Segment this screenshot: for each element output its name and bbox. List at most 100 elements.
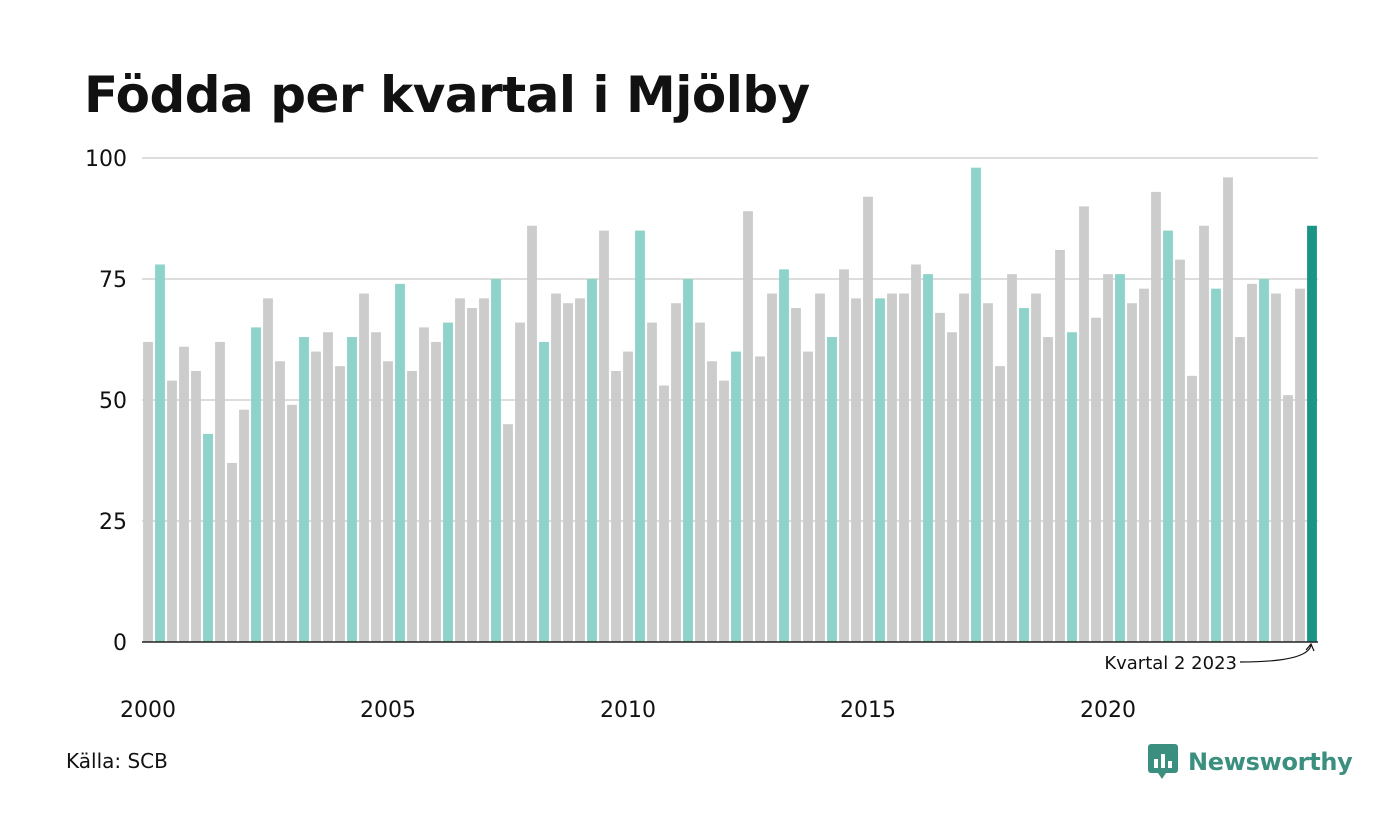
bar	[671, 303, 681, 642]
annotation-label: Kvartal 2 2023	[1104, 653, 1237, 674]
bar	[719, 380, 729, 642]
bar	[1187, 375, 1197, 642]
bar	[779, 269, 789, 642]
bar	[251, 327, 261, 642]
bar	[575, 298, 585, 642]
bars	[143, 167, 1317, 643]
bar	[167, 380, 177, 642]
bar	[1007, 274, 1017, 642]
bar	[983, 303, 993, 642]
bar	[395, 283, 405, 642]
bar	[431, 341, 441, 642]
x-tick-label: 2005	[360, 698, 416, 723]
bar	[923, 274, 933, 642]
bar	[143, 341, 153, 642]
bar	[359, 293, 369, 642]
bar	[827, 337, 837, 642]
bar	[791, 308, 801, 642]
bar	[911, 264, 921, 642]
bar	[179, 346, 189, 642]
bar	[1259, 279, 1269, 642]
bar	[515, 322, 525, 642]
bar	[1307, 225, 1317, 642]
bar	[563, 303, 573, 642]
bar	[1235, 337, 1245, 642]
bar	[659, 385, 669, 642]
y-tick-label: 100	[85, 147, 127, 172]
bar	[335, 366, 345, 642]
annotation-arrowhead	[1305, 642, 1315, 652]
bar	[635, 230, 645, 642]
bar	[1211, 288, 1221, 642]
bar	[1175, 259, 1185, 642]
bar	[1091, 317, 1101, 642]
bar	[851, 298, 861, 642]
logo-icon	[1148, 744, 1178, 779]
bar	[1199, 225, 1209, 642]
bar	[1127, 303, 1137, 642]
bar	[959, 293, 969, 642]
annotation: Kvartal 2 2023	[1104, 642, 1315, 674]
bar	[155, 264, 165, 642]
bar	[899, 293, 909, 642]
y-tick-label: 25	[99, 510, 127, 535]
bar	[419, 327, 429, 642]
bar	[839, 269, 849, 642]
bar	[1163, 230, 1173, 642]
bar	[287, 404, 297, 642]
bar	[239, 409, 249, 642]
bar	[1223, 177, 1233, 643]
bar	[1067, 332, 1077, 642]
logo-text: Newsworthy	[1188, 748, 1353, 776]
bar	[995, 366, 1005, 642]
bar	[467, 308, 477, 642]
bar	[1019, 308, 1029, 642]
bar	[1139, 288, 1149, 642]
bar	[695, 322, 705, 642]
bar	[275, 361, 285, 642]
bar	[503, 424, 513, 642]
bar	[407, 370, 417, 642]
bar	[371, 332, 381, 642]
bar	[743, 211, 753, 643]
bar	[587, 279, 597, 642]
x-tick-label: 2000	[120, 698, 176, 723]
chart-title: Födda per kvartal i Mjölby	[84, 66, 810, 124]
bar	[1295, 288, 1305, 642]
bar	[623, 351, 633, 642]
bar	[347, 337, 357, 642]
bar	[803, 351, 813, 642]
bar	[1115, 274, 1125, 642]
bar	[971, 167, 981, 642]
bar	[383, 361, 393, 642]
bar	[731, 351, 741, 642]
bar	[479, 298, 489, 642]
bar	[263, 298, 273, 642]
bar	[1151, 191, 1161, 642]
bar	[647, 322, 657, 642]
bar	[611, 370, 621, 642]
bar	[1031, 293, 1041, 642]
bar	[767, 293, 777, 642]
y-tick-label: 50	[99, 389, 127, 414]
y-tick-label: 0	[113, 631, 127, 656]
bar	[815, 293, 825, 642]
bar	[227, 462, 237, 642]
x-tick-label: 2010	[600, 698, 656, 723]
bar	[443, 322, 453, 642]
bar	[491, 279, 501, 642]
bar	[215, 341, 225, 642]
bar	[887, 293, 897, 642]
x-tick-label: 2020	[1080, 698, 1136, 723]
bar	[191, 370, 201, 642]
bar	[1055, 249, 1065, 642]
y-axis-ticks: 0 25 50 75 100	[85, 147, 127, 656]
bar	[527, 225, 537, 642]
bar	[1247, 283, 1257, 642]
newsworthy-logo: Newsworthy	[1148, 744, 1353, 780]
bar	[599, 230, 609, 642]
annotation-arrow	[1239, 644, 1312, 663]
bar	[1043, 337, 1053, 642]
source-label: Källa: SCB	[66, 749, 168, 773]
